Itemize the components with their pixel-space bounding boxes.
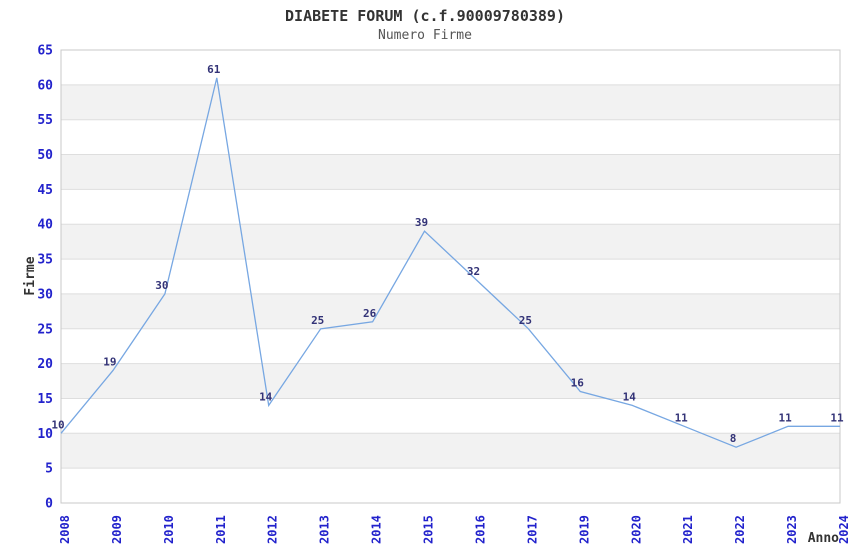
plot-band bbox=[61, 363, 840, 399]
x-axis-tick-label: 2021 bbox=[681, 515, 695, 544]
plot-band bbox=[61, 468, 840, 503]
point-value-label: 32 bbox=[467, 265, 480, 278]
y-axis-tick-label: 50 bbox=[37, 148, 53, 163]
point-value-label: 30 bbox=[155, 279, 168, 292]
plot-gridlines bbox=[61, 49, 840, 469]
plot-band bbox=[61, 433, 840, 469]
y-axis-tick-label: 35 bbox=[37, 253, 53, 268]
x-axis-tick-label: 2014 bbox=[370, 515, 384, 544]
point-value-label: 26 bbox=[363, 307, 377, 320]
y-axis-tick-label: 10 bbox=[37, 427, 53, 442]
x-axis-tick-label: 2017 bbox=[525, 515, 539, 544]
plot-band bbox=[61, 50, 840, 85]
y-axis-tick-label: 55 bbox=[37, 113, 53, 128]
x-axis-tick-labels: 2008 2009 2010 2011 2012 2013 2014 2015 2016 2017… bbox=[58, 515, 850, 544]
point-value-label: 11 bbox=[830, 411, 844, 424]
point-value-label: 25 bbox=[519, 314, 532, 327]
series-line bbox=[60, 77, 840, 448]
chart-title: DIABETE FORUM (c.f.90009780389) bbox=[285, 7, 565, 25]
plot-band bbox=[61, 224, 840, 260]
y-axis-tick-label: 25 bbox=[37, 322, 53, 337]
plot-band bbox=[61, 293, 840, 329]
x-axis-tick-label: 2019 bbox=[577, 515, 591, 544]
x-axis-tick-label: 2023 bbox=[785, 515, 799, 544]
point-value-label: 14 bbox=[259, 390, 273, 403]
x-axis-tick-label: 2010 bbox=[162, 515, 176, 544]
x-axis-tick-label: 2008 bbox=[58, 515, 72, 544]
point-value-label: 25 bbox=[311, 314, 324, 327]
y-axis-tick-labels: 0 5 10 15 20 25 30 35 40 45 50 55 60 65 bbox=[37, 44, 53, 512]
y-axis-tick-label: 40 bbox=[37, 218, 53, 233]
point-value-label: 16 bbox=[571, 377, 585, 390]
y-axis-tick-label: 45 bbox=[37, 183, 53, 198]
x-axis-tick-label: 2015 bbox=[422, 515, 436, 544]
y-axis-tick-label: 20 bbox=[37, 357, 53, 372]
plot-bands bbox=[61, 50, 840, 503]
y-axis-title: Firme bbox=[23, 256, 38, 295]
x-axis-tick-label: 2009 bbox=[110, 515, 124, 544]
point-value-label: 10 bbox=[51, 418, 64, 431]
y-axis-tick-label: 15 bbox=[37, 392, 53, 407]
x-axis-tick-label: 2012 bbox=[266, 515, 280, 544]
plot-band bbox=[61, 328, 840, 364]
y-axis-tick-label: 30 bbox=[37, 287, 53, 302]
x-axis-tick-label: 2016 bbox=[473, 515, 487, 544]
x-axis-title: Anno bbox=[808, 531, 839, 546]
plot-border bbox=[60, 49, 841, 504]
plot-band bbox=[61, 398, 840, 434]
plot-band bbox=[61, 154, 840, 190]
y-axis-tick-label: 60 bbox=[37, 78, 53, 93]
plot-band bbox=[61, 84, 840, 120]
x-axis-tick-label: 2020 bbox=[629, 515, 643, 544]
y-axis-tick-label: 65 bbox=[37, 44, 53, 59]
y-axis-tick-label: 0 bbox=[45, 497, 53, 512]
plot-band bbox=[61, 189, 840, 225]
y-axis-tick-label: 5 bbox=[45, 462, 53, 477]
point-value-label: 11 bbox=[675, 411, 689, 424]
point-value-label: 39 bbox=[415, 216, 428, 229]
point-value-label: 19 bbox=[103, 356, 116, 369]
x-axis-tick-label: 2022 bbox=[733, 515, 747, 544]
point-value-label: 14 bbox=[623, 390, 637, 403]
x-axis-tick-label: 2013 bbox=[318, 515, 332, 544]
point-labels: 10 19 30 61 14 25 26 39 32 25 16 14 11 8 11 11 bbox=[51, 63, 844, 445]
point-value-label: 8 bbox=[730, 432, 737, 445]
chart-subtitle: Numero Firme bbox=[378, 28, 472, 43]
point-value-label: 61 bbox=[207, 63, 221, 76]
point-value-label: 11 bbox=[778, 411, 792, 424]
plot-band bbox=[61, 119, 840, 155]
x-axis-tick-label: 2024 bbox=[837, 515, 850, 544]
x-axis-tick-label: 2011 bbox=[214, 515, 228, 544]
plot-band bbox=[61, 259, 840, 294]
